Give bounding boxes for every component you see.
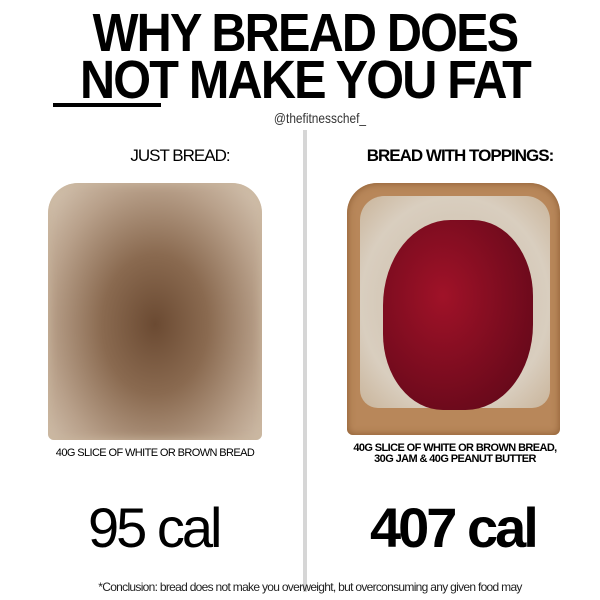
jam-layer <box>383 220 533 410</box>
column-divider <box>303 130 307 592</box>
plain-toast-image <box>48 183 262 440</box>
topped-bread-caption: 40G SLICE OF WHITE OR BROWN BREAD, 30G J… <box>330 443 580 465</box>
title-line-2: NOT MAKE YOU FAT <box>79 50 532 110</box>
conclusion-text: *Conclusion: bread does not make you ove… <box>98 580 522 594</box>
author-handle: @thefitnesschef_ <box>273 110 367 126</box>
title-line-1: WHY BREAD DOES <box>92 3 520 63</box>
just-bread-heading: JUST BREAD: <box>130 146 230 165</box>
caption-line-1: 40G SLICE OF WHITE OR BROWN BREAD, <box>353 442 557 454</box>
caption-line-2: 30G JAM & 40G PEANUT BUTTER <box>374 453 536 465</box>
topped-bread-calories: 407 cal <box>370 496 539 559</box>
plain-bread-calories: 95 cal <box>88 496 222 559</box>
bread-with-toppings-heading: BREAD WITH TOPPINGS: <box>366 146 555 165</box>
plain-bread-caption: 40G SLICE OF WHITE OR BROWN BREAD <box>55 447 255 459</box>
not-underline <box>53 103 161 107</box>
